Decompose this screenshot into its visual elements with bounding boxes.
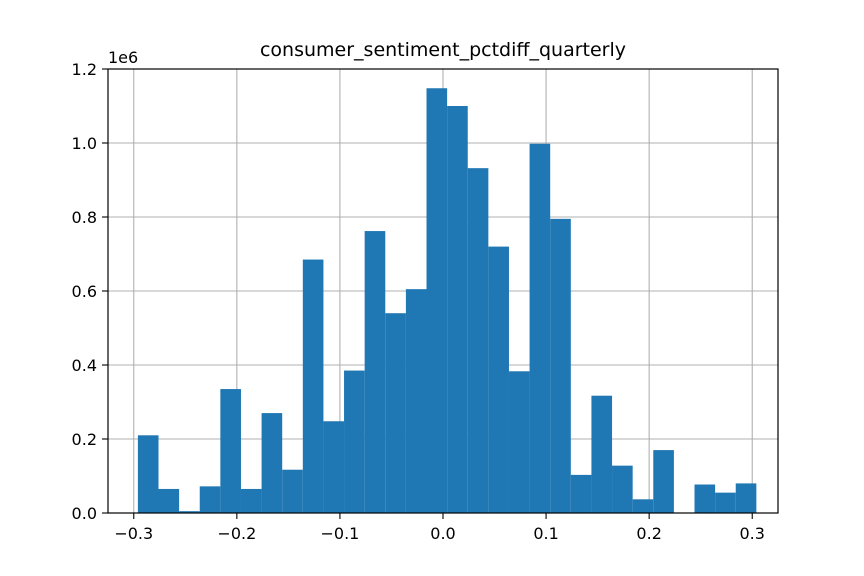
histogram-bar [261, 413, 283, 513]
histogram-bar [694, 484, 716, 513]
y-tick-label: 1.2 [72, 60, 97, 79]
histogram-bar [508, 371, 530, 513]
histogram-bar [158, 488, 180, 513]
histogram-bar [735, 483, 757, 513]
histogram-bar [385, 313, 406, 513]
histogram-bar [179, 511, 200, 513]
histogram-bar [591, 395, 613, 513]
histogram-bar [199, 486, 221, 513]
histogram-bars [137, 88, 757, 514]
x-tick-label: 0.0 [430, 524, 455, 543]
histogram-bar [488, 246, 509, 513]
histogram-bar [570, 474, 592, 513]
histogram-bar [282, 469, 303, 513]
histogram-bar [447, 106, 468, 513]
histogram-bar [529, 143, 551, 514]
x-tick-label: −0.2 [217, 524, 256, 543]
histogram-bar [715, 492, 736, 513]
x-tick-label: 0.2 [636, 524, 661, 543]
x-tick-label: 0.1 [533, 524, 558, 543]
histogram-bar [323, 421, 345, 513]
histogram-bar [426, 88, 448, 514]
y-axis-offset-label: 1e6 [108, 48, 138, 67]
chart-title: consumer_sentiment_pctdiff_quarterly [260, 39, 626, 61]
histogram-bar [302, 259, 324, 513]
y-tick-label: 0.2 [72, 430, 97, 449]
y-axis-ticks: 0.0 0.2 0.4 0.6 0.8 1.0 1.2 [72, 60, 108, 523]
y-tick-label: 0.8 [72, 208, 97, 227]
histogram-bar [632, 499, 654, 513]
x-tick-label: −0.1 [320, 524, 359, 543]
histogram-bar [467, 168, 489, 513]
y-tick-label: 0.4 [72, 356, 97, 375]
y-tick-label: 0.0 [72, 504, 97, 523]
y-tick-label: 1.0 [72, 134, 97, 153]
x-tick-label: −0.3 [114, 524, 153, 543]
x-axis-ticks: −0.3 −0.2 −0.1 0.0 0.1 0.2 0.3 [114, 513, 765, 543]
histogram-bar [240, 488, 262, 513]
histogram-bar [405, 289, 427, 513]
histogram-bar [344, 370, 365, 513]
histogram-bar [550, 218, 571, 513]
histogram-bar [364, 231, 386, 513]
histogram-bar [653, 450, 674, 513]
x-tick-label: 0.3 [740, 524, 765, 543]
y-tick-label: 0.6 [72, 282, 97, 301]
histogram-bar [137, 435, 159, 513]
histogram-bar [220, 389, 241, 513]
histogram-bar [612, 465, 633, 513]
